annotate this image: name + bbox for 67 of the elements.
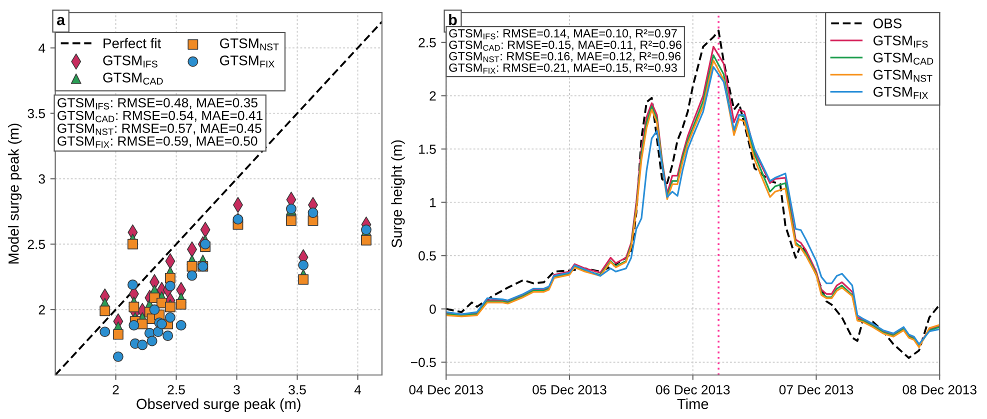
x-tick-label: 04 Dec 2013 xyxy=(409,385,483,394)
point xyxy=(128,302,140,312)
y-tick-label: −0.5 xyxy=(411,358,436,368)
point xyxy=(176,320,186,331)
legend-label: GTSM$_{CAD}$ xyxy=(874,52,934,65)
x-tick-label: 08 Dec 2013 xyxy=(902,385,976,394)
point xyxy=(112,351,124,362)
x-tick-label: 3 xyxy=(234,385,240,394)
y-axis-title: Surge height (m) xyxy=(391,140,405,248)
y-tick-label: 0.5 xyxy=(418,251,436,261)
text: GTSM$_{IFS}$: RMSE=0.48, MAE=0.35 GTSM$_{CAD}$: RMSE=0.54, MAE=0.41 GTSM$_{NST}$: RMSE=0.57, MAE=0.45 GTSM$_{FIX}$: RMSE=0.59, MAE=0.50 xyxy=(58,98,262,148)
x-tick-label: 2 xyxy=(112,385,119,394)
point xyxy=(298,260,309,270)
y-tick-label: 3.5 xyxy=(28,108,45,118)
x-axis-title: Time xyxy=(677,398,708,410)
x-tick-label: 4 xyxy=(354,385,362,394)
point xyxy=(127,238,138,250)
point xyxy=(137,340,148,350)
point xyxy=(286,215,296,226)
point xyxy=(127,279,138,290)
y-tick-label: 2.5 xyxy=(28,240,45,250)
x-tick-label: 07 Dec 2013 xyxy=(779,385,854,394)
legend-label: GTSM$_{IFS}$ xyxy=(874,36,928,48)
point xyxy=(100,306,110,316)
point xyxy=(308,208,318,218)
legend-label: Perfect fit xyxy=(104,38,162,48)
y-tick-label: 3 xyxy=(38,174,45,184)
y-tick-label: 2 xyxy=(430,91,436,100)
point xyxy=(200,238,211,250)
x-tick-label: 3.5 xyxy=(288,385,306,394)
point xyxy=(186,261,198,272)
x-tick-label: 05 Dec 2013 xyxy=(532,385,606,394)
legend-label: GTSM$_{FIX}$ xyxy=(220,56,274,68)
point xyxy=(146,336,158,346)
legend-label: GTSM$_{IFS}$ xyxy=(103,56,158,68)
y-tick-label: 0 xyxy=(430,304,436,314)
point xyxy=(112,329,124,340)
x-tick-label: 06 Dec 2013 xyxy=(656,385,730,394)
y-tick-label: 2 xyxy=(38,305,45,314)
point xyxy=(156,318,167,330)
point xyxy=(361,235,372,246)
point xyxy=(164,302,176,312)
legend-label: GTSM$_{NST}$ xyxy=(220,38,279,50)
point xyxy=(164,280,176,292)
point xyxy=(164,312,176,323)
x-axis-title: Observed surge peak (m) xyxy=(136,398,300,412)
y-tick-label: 1 xyxy=(430,198,436,208)
annotation: a xyxy=(57,16,66,26)
point xyxy=(100,326,110,338)
y-axis-title: Model surge peak (m) xyxy=(8,124,22,264)
text: GTSM$_{IFS}$: RMSE=0.14, MAE=0.10, R²=0.97 GTSM$_{CAD}$: RMSE=0.15, MAE=0.11, R²=0.96 GTSM$_{NST}$: RMSE=0.16, MAE=0.12, R²=0.96 GTSM$_{FIX}$: RMSE=0.21, MAE=0.15, R²=0.93 xyxy=(449,29,682,74)
y-tick-label: 2.5 xyxy=(418,38,436,48)
point xyxy=(128,320,140,331)
point xyxy=(149,304,160,315)
point xyxy=(176,299,186,310)
legend-label: GTSM$_{CAD}$ xyxy=(103,72,163,85)
point xyxy=(162,330,174,341)
legend-label: GTSM$_{FIX}$ xyxy=(874,86,928,99)
y-tick-label: 4 xyxy=(38,44,46,53)
point xyxy=(186,270,198,281)
annotation: b xyxy=(449,14,457,26)
y-tick-label: 1.5 xyxy=(419,144,436,154)
point xyxy=(298,274,309,285)
x-tick-label: 2.5 xyxy=(168,385,185,394)
point xyxy=(152,326,164,338)
legend-label: OBS xyxy=(873,18,902,28)
legend-label: GTSM$_{NST}$ xyxy=(874,70,932,82)
